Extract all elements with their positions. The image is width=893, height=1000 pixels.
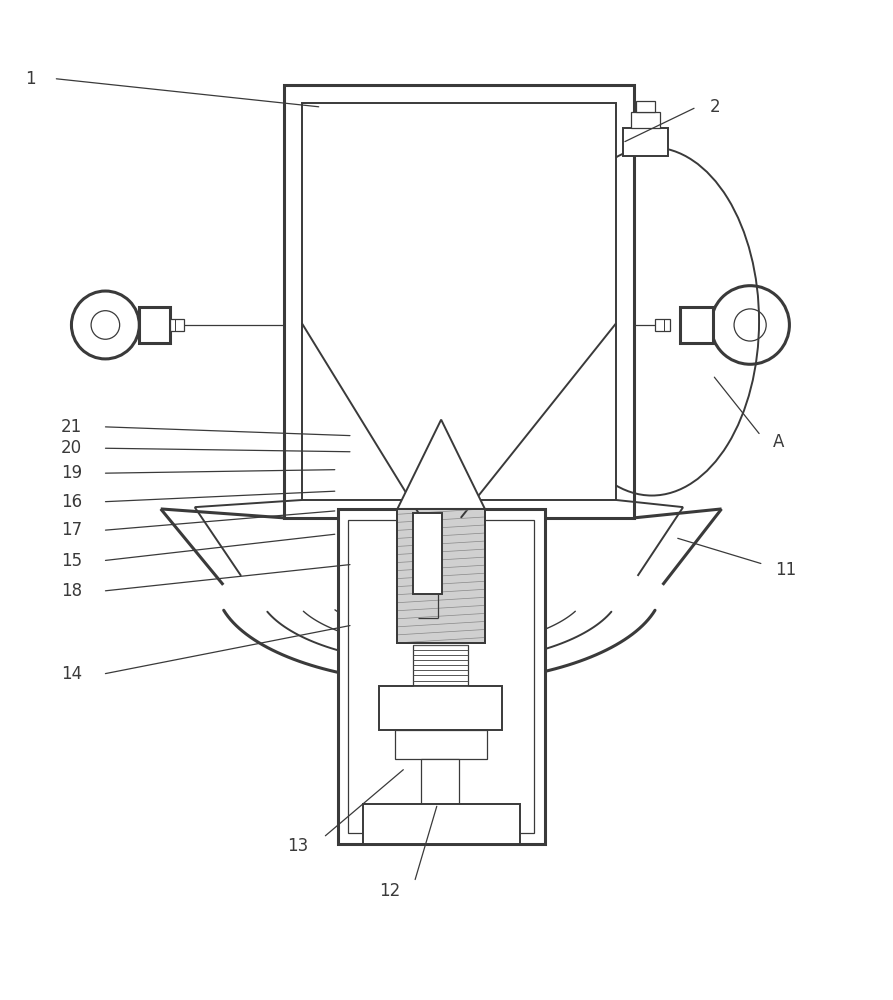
Bar: [284, 85, 634, 518]
Text: 16: 16: [61, 493, 82, 511]
Bar: [397, 509, 485, 643]
Text: 11: 11: [775, 561, 797, 579]
Bar: [139, 307, 170, 343]
Text: 1: 1: [25, 70, 36, 88]
Text: 18: 18: [61, 582, 82, 600]
Bar: [170, 319, 184, 331]
Text: 20: 20: [61, 439, 82, 457]
Bar: [379, 686, 502, 730]
Bar: [338, 509, 545, 844]
Text: 15: 15: [61, 552, 82, 570]
Text: 17: 17: [61, 521, 82, 539]
Text: A: A: [772, 433, 784, 451]
Bar: [348, 520, 534, 833]
Bar: [413, 645, 468, 686]
Text: 21: 21: [61, 418, 82, 436]
Text: 14: 14: [61, 665, 82, 683]
Bar: [397, 509, 485, 643]
Text: 2: 2: [710, 98, 721, 116]
Bar: [623, 128, 668, 156]
Bar: [302, 103, 616, 500]
Bar: [413, 513, 442, 594]
Text: 13: 13: [287, 837, 308, 855]
Bar: [363, 804, 520, 844]
Bar: [655, 319, 670, 331]
Polygon shape: [397, 420, 485, 509]
Bar: [680, 307, 713, 343]
Bar: [395, 730, 487, 759]
Bar: [631, 112, 660, 128]
Bar: [636, 101, 655, 112]
Bar: [421, 759, 459, 804]
Text: 19: 19: [61, 464, 82, 482]
Text: 12: 12: [379, 882, 400, 900]
